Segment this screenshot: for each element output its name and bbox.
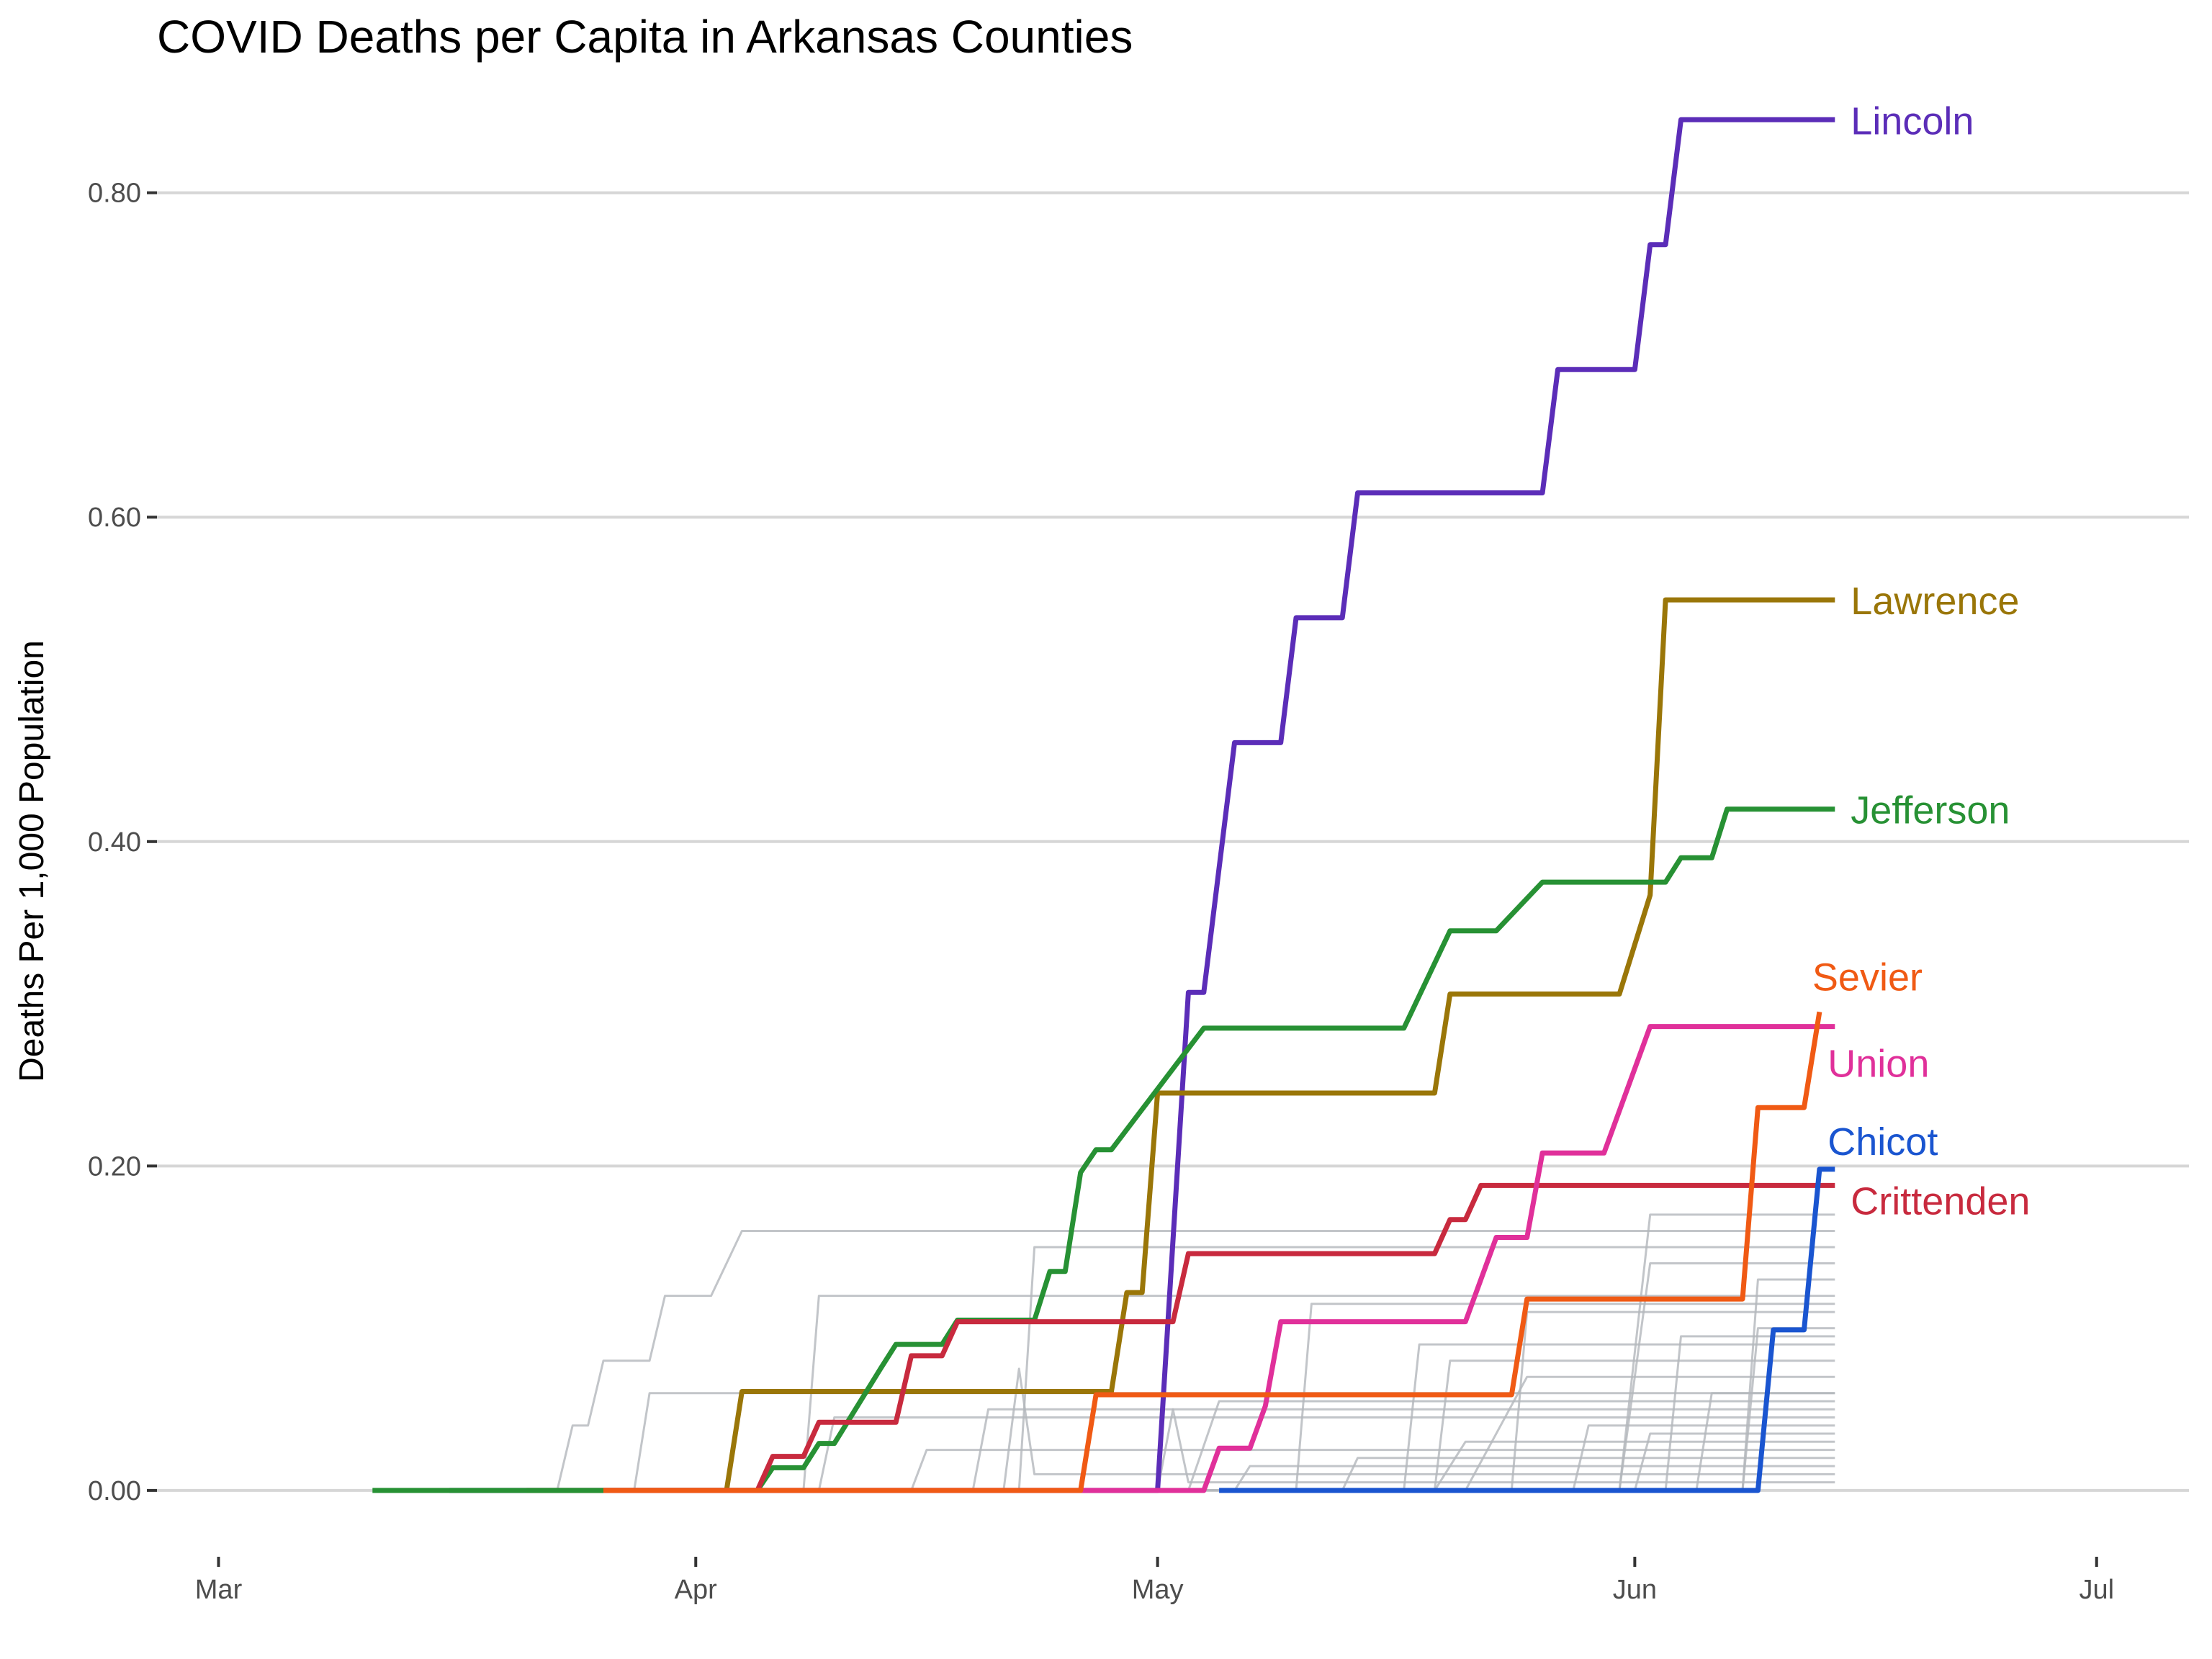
x-tick-label: Jun (1613, 1575, 1657, 1605)
y-axis: 0.00 0.20 0.40 0.60 0.80 (88, 179, 157, 1506)
series-label-chicot: Chicot (1827, 1120, 1938, 1164)
highlighted-series-group (372, 117, 1835, 1493)
series-labels: Lincoln Lawrence Jefferson Crittenden Union S… (1812, 99, 2031, 1223)
series-label-jefferson: Jefferson (1851, 789, 2010, 832)
y-tick-label: 0.60 (88, 503, 141, 533)
series-label-lawrence: Lawrence (1851, 580, 2019, 623)
chart-title: COVID Deaths per Capita in Arkansas Coun… (157, 11, 1133, 63)
x-tick-label: May (1132, 1575, 1184, 1605)
background-series-line (603, 1367, 1835, 1492)
series-line-lawrence (526, 597, 1835, 1493)
y-tick-label: 0.80 (88, 179, 141, 209)
series-label-union: Union (1827, 1043, 1929, 1086)
y-tick-label: 0.00 (88, 1476, 141, 1506)
x-tick-label: Jul (2079, 1575, 2114, 1605)
series-line-lincoln (449, 117, 1835, 1493)
series-line-union (603, 1024, 1835, 1493)
x-tick-label: Apr (675, 1575, 717, 1605)
series-label-sevier: Sevier (1812, 956, 1923, 999)
series-line-chicot (1219, 1166, 1835, 1493)
series-line-sevier (603, 1011, 1822, 1493)
y-tick-label: 0.20 (88, 1151, 141, 1182)
y-axis-title: Deaths Per 1,000 Population (13, 640, 51, 1082)
series-line-jefferson (372, 806, 1835, 1493)
background-series-line (495, 1230, 1835, 1492)
series-line-crittenden (603, 1182, 1835, 1493)
x-axis: Mar Apr May Jun Jul (195, 1557, 2114, 1605)
series-label-crittenden: Crittenden (1851, 1179, 2030, 1223)
y-tick-label: 0.40 (88, 827, 141, 858)
x-tick-label: Mar (195, 1575, 243, 1605)
series-label-lincoln: Lincoln (1851, 99, 1974, 143)
